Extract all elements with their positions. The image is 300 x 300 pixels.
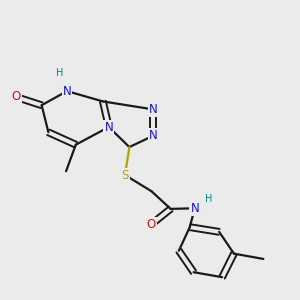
Text: H: H xyxy=(205,194,212,204)
Text: N: N xyxy=(148,129,157,142)
Text: O: O xyxy=(11,91,21,103)
Text: N: N xyxy=(190,202,199,215)
Text: N: N xyxy=(104,121,113,134)
Text: N: N xyxy=(63,85,71,98)
Text: N: N xyxy=(148,103,157,116)
Text: O: O xyxy=(147,218,156,231)
Text: H: H xyxy=(56,68,63,78)
Text: S: S xyxy=(121,169,129,182)
